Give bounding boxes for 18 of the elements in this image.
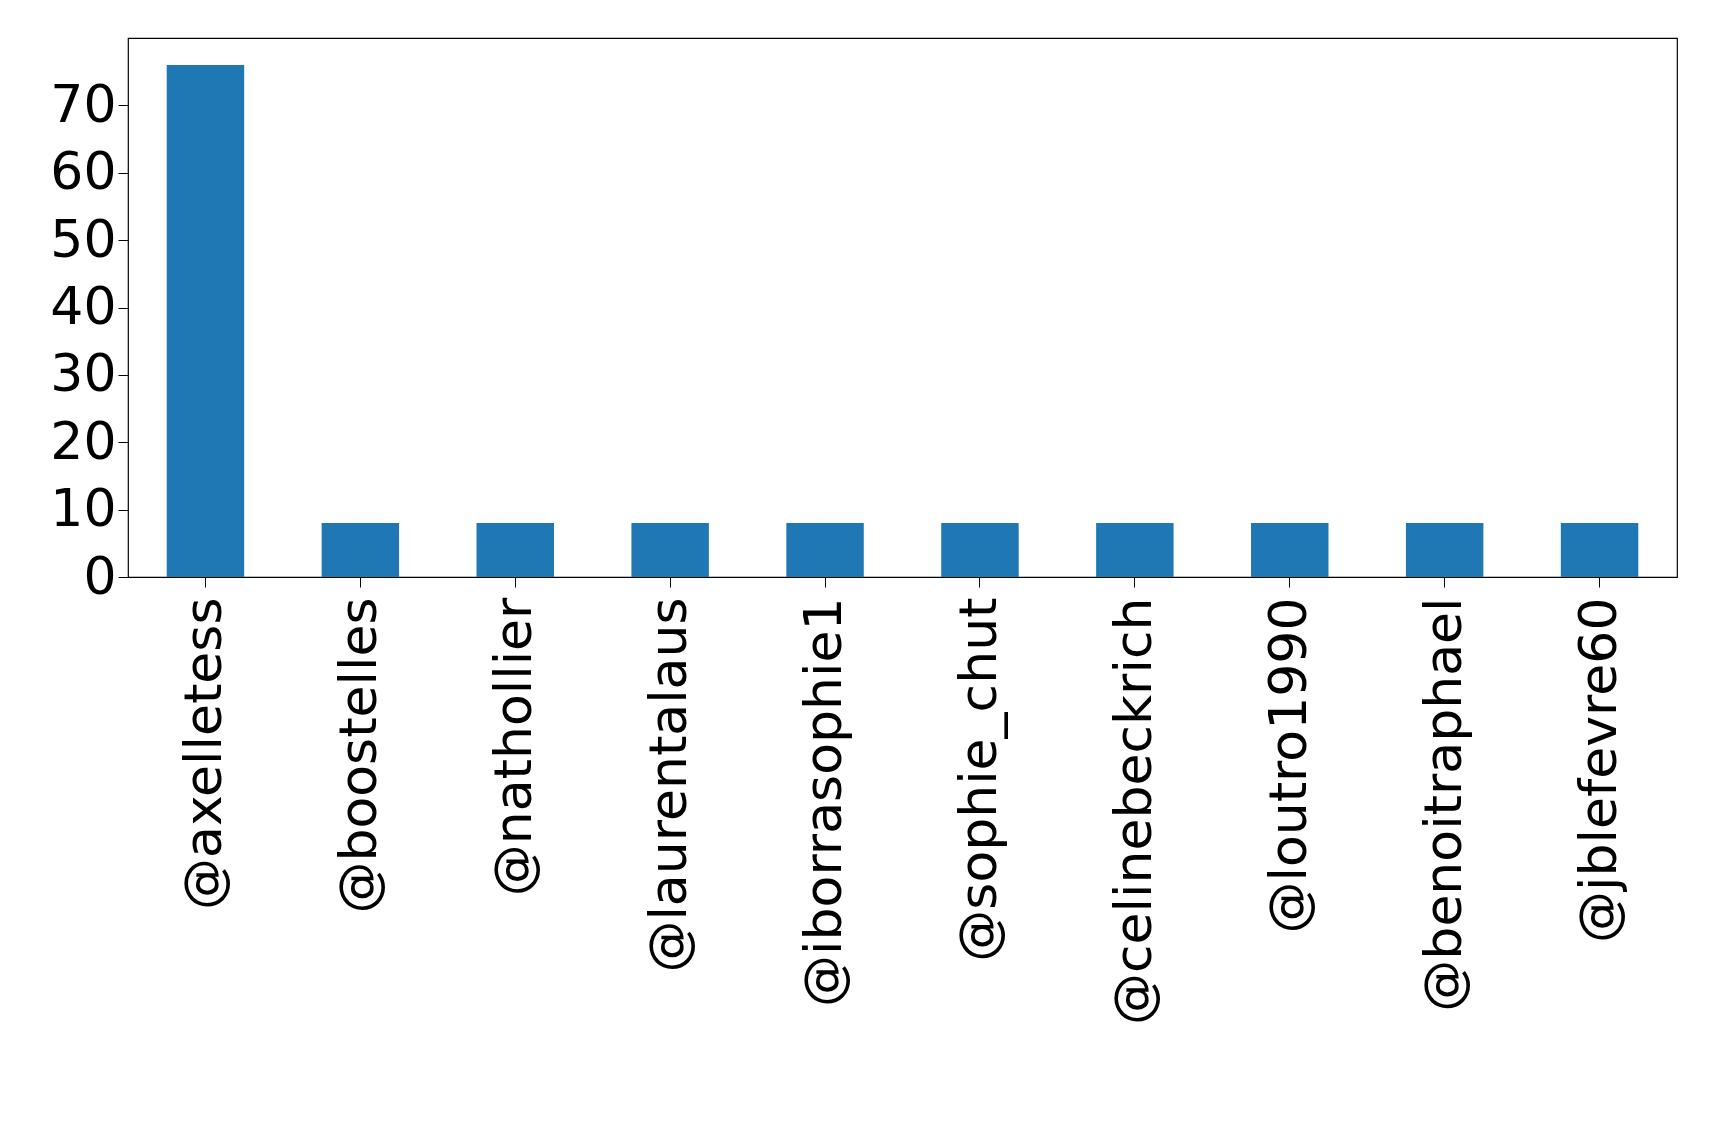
x-tick-label: @iborrasophie1: [793, 597, 854, 1007]
x-tick-label: @benoitraphael: [1412, 597, 1473, 1012]
x-tick-label: @boostelles: [328, 597, 389, 914]
x-tick-label: @nathollier: [483, 596, 544, 897]
x-tick-label: @jblefevre60: [1567, 597, 1628, 943]
x-tick-label: @sophie_chut: [947, 597, 1008, 962]
x-tick-label: @axelletess: [173, 597, 234, 910]
y-tick-label: 0: [83, 545, 117, 606]
x-tick-label: @celinebeckrich: [1102, 597, 1163, 1026]
x-tick-label: @loutro1990: [1257, 597, 1318, 934]
y-tick-label: 20: [50, 410, 117, 471]
x-tick-label: @laurentalaus: [638, 597, 699, 973]
y-tick-label: 70: [50, 73, 117, 134]
y-tick-label: 60: [50, 141, 117, 202]
y-tick-label: 30: [50, 343, 117, 404]
y-tick-label: 50: [50, 208, 117, 269]
y-tick-label: 40: [50, 276, 117, 336]
y-tick-label: 10: [50, 478, 117, 539]
